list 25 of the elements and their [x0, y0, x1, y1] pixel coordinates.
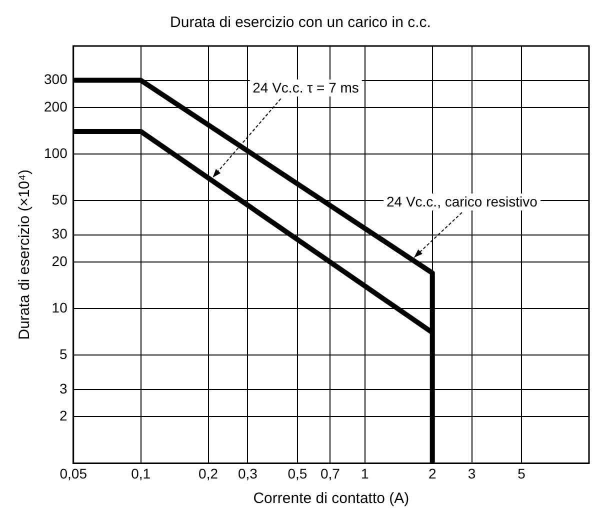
x-axis-title: Corrente di contatto (A)	[253, 490, 410, 508]
y-tick-label: 200	[44, 98, 68, 114]
x-tick-label: 3	[468, 465, 476, 482]
y-axis-title: Durata di esercizio (×10⁴)	[16, 169, 34, 340]
x-tick-label: 0,1	[131, 465, 151, 482]
y-tick-label: 50	[52, 191, 68, 208]
y-tick-label: 100	[44, 144, 68, 161]
y-tick-label: 2	[60, 408, 68, 424]
y-tick-label: 3	[60, 380, 68, 396]
y-tick-label: 20	[52, 252, 68, 269]
x-tick-label: 0,2	[198, 465, 218, 482]
x-tick-label: 2	[428, 465, 436, 482]
x-tick-label: 0,7	[320, 465, 340, 482]
text: 24 Vc.c. τ = 7 ms	[250, 79, 362, 96]
y-tick-label: 5	[60, 346, 68, 362]
chart-title: Durata di esercizio con un carico in c.c.	[170, 14, 431, 32]
x-tick-label: 0,5	[288, 465, 308, 482]
x-tick-label: 1	[361, 465, 370, 482]
text: 24 Vc.c., carico resistivo	[383, 193, 540, 210]
x-tick-label: 0,3	[238, 465, 258, 482]
y-tick-label: 300	[44, 71, 68, 88]
y-tick-label: 10	[52, 299, 68, 316]
x-tick-label: 0,05	[60, 465, 88, 482]
x-tick-label: 5	[518, 465, 526, 482]
y-tick-label: 30	[52, 226, 68, 242]
